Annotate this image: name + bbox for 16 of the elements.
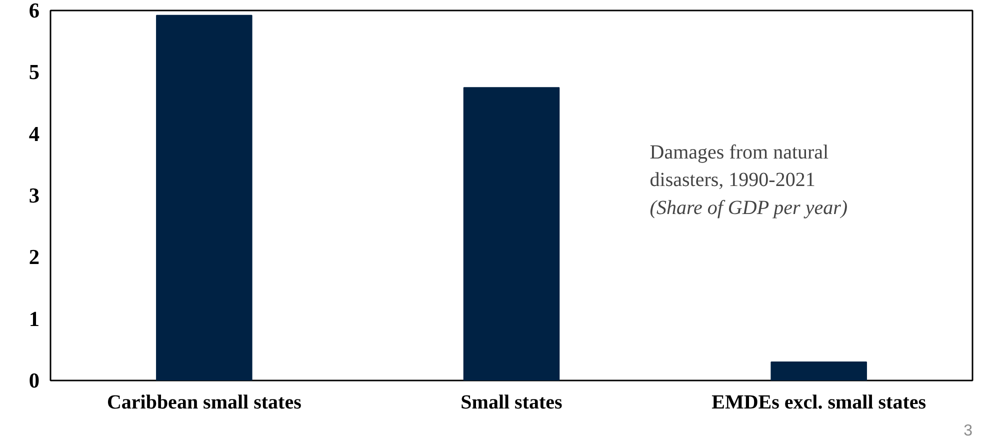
y-tick-label: 3 <box>28 184 40 208</box>
text: 3 <box>964 422 973 440</box>
y-tick-label: 0 <box>28 368 40 392</box>
text: Damages from natural disasters, 1990-2021 <box>650 141 830 192</box>
bar <box>770 362 867 380</box>
y-tick-label: 4 <box>28 122 40 146</box>
y-tick-label: 6 <box>28 0 40 22</box>
y-tick-label: 5 <box>28 60 40 84</box>
x-tick-label: Small states <box>460 392 563 414</box>
y-tick-label: 1 <box>28 306 40 331</box>
x-tick-label: EMDEs excl. small states <box>712 392 926 414</box>
x-tick-label: Caribbean small states <box>106 392 302 414</box>
y-tick-label: 2 <box>28 245 40 270</box>
bar <box>156 14 252 380</box>
text: (Share of GDP per year) <box>650 196 848 219</box>
bar <box>463 87 560 380</box>
